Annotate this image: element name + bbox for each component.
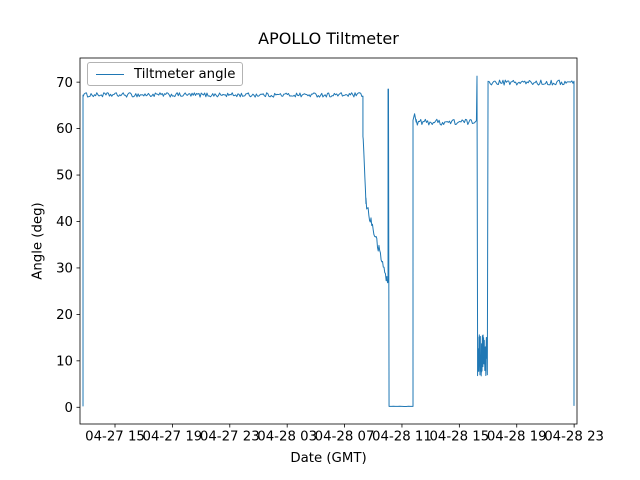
tiltmeter-line	[82, 75, 575, 407]
y-tick-label: 0	[65, 401, 73, 416]
x-tick-label: 04-27 15	[85, 430, 145, 445]
x-tick-label: 04-28 07	[315, 430, 375, 445]
x-tick-label: 04-28 11	[372, 430, 432, 445]
y-tick-label: 50	[56, 169, 73, 184]
chart-title: APOLLO Tiltmeter	[258, 29, 399, 48]
x-tick-label: 04-28 15	[429, 430, 489, 445]
legend: Tiltmeter angle	[87, 62, 243, 86]
y-tick-label: 10	[56, 354, 73, 369]
x-tick-label: 04-28 19	[487, 430, 547, 445]
y-axis-label: Angle (deg)	[30, 202, 46, 280]
y-tick-label: 40	[56, 215, 73, 230]
x-tick-label: 04-27 23	[200, 430, 260, 445]
y-tick-label: 30	[56, 262, 73, 277]
y-tick-label: 60	[56, 122, 73, 137]
y-tick-label: 70	[56, 76, 73, 91]
legend-label: Tiltmeter angle	[134, 66, 236, 82]
x-tick-label: 04-27 19	[142, 430, 202, 445]
x-axis-label: Date (GMT)	[290, 451, 367, 466]
y-tick-label: 20	[56, 308, 73, 323]
axes-frame	[79, 57, 578, 425]
x-tick-label: 04-28 03	[257, 430, 317, 445]
x-tick-label: 04-28 23	[544, 430, 604, 445]
legend-line-sample	[96, 73, 124, 75]
